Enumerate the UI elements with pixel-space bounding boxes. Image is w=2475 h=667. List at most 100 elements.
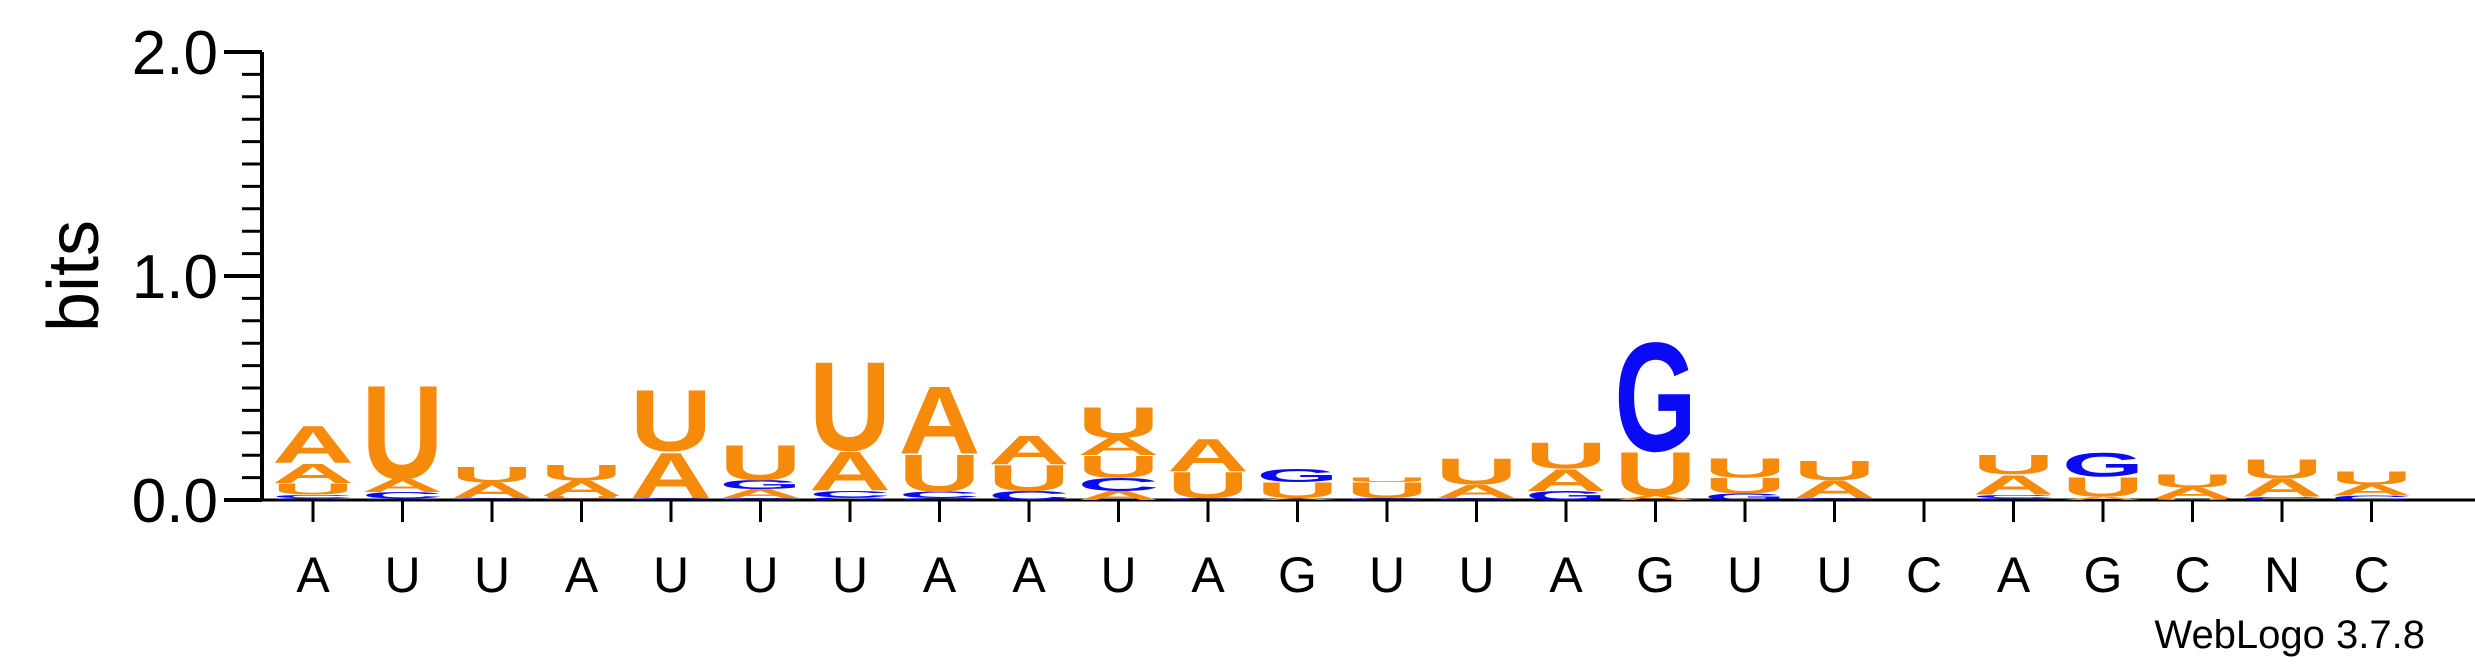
logo-letter-C: C xyxy=(809,489,891,499)
logo-letter-A: A xyxy=(2152,485,2234,502)
logo-letter-C: C xyxy=(899,490,981,500)
logo-letter-U: U xyxy=(2152,471,2234,492)
logo-letter-G: G xyxy=(809,497,891,501)
logo-letter-A: A xyxy=(272,415,354,474)
logo-letter-G: G xyxy=(272,497,354,500)
x-tick-label: U xyxy=(742,547,778,603)
logo-letter-U: U xyxy=(988,457,1070,499)
x-tick-label: U xyxy=(653,547,689,603)
logo-letter-G: G xyxy=(1525,489,1607,503)
x-tick-label: N xyxy=(2264,547,2300,603)
logo-letter-U: U xyxy=(1346,477,1428,484)
logo-letter-A: A xyxy=(2062,496,2144,501)
x-tick-label: U xyxy=(384,547,420,603)
logo-letter-U: U xyxy=(272,481,354,498)
logo-letter-C: C xyxy=(1794,497,1876,500)
logo-letter-A: A xyxy=(1794,476,1876,504)
x-tick-label: A xyxy=(1997,547,2031,603)
logo-letter-U: U xyxy=(1078,398,1160,447)
logo-letter-U: U xyxy=(362,359,444,508)
y-tick-label: 0.0 xyxy=(132,467,218,536)
logo-letter-U: U xyxy=(1525,435,1607,477)
x-tick-label: C xyxy=(2353,547,2389,603)
logo-letter-C: C xyxy=(2331,494,2413,501)
logo-letter-G: G xyxy=(362,498,444,500)
logo-letter-U: U xyxy=(2062,471,2144,502)
y-tick-label: 1.0 xyxy=(132,243,218,312)
x-tick-label: A xyxy=(565,547,599,603)
logo-letter-C: C xyxy=(1973,497,2055,500)
logo-letter-G: G xyxy=(1704,492,1786,502)
y-axis-label: bits xyxy=(34,220,114,332)
logo-letter-U: U xyxy=(1436,450,1518,492)
x-tick-label: U xyxy=(1100,547,1136,603)
logo-letter-C: C xyxy=(451,498,533,501)
weblogo-credit: WebLogo 3.7.8 xyxy=(2154,613,2425,657)
logo-letter-G: G xyxy=(1436,497,1518,500)
logo-letter-G: G xyxy=(2062,445,2144,483)
logo-letter-G: G xyxy=(1167,497,1249,500)
logo-letter-A: A xyxy=(720,487,802,501)
logo-letter-A: A xyxy=(272,458,354,489)
logo-letter-A: A xyxy=(899,367,981,474)
x-tick-label: C xyxy=(1906,547,1942,603)
logo-letter-A: A xyxy=(1436,481,1518,502)
logo-letter-A: A xyxy=(362,475,444,496)
logo-letter-U: U xyxy=(1794,454,1876,485)
logo-letter-A: A xyxy=(630,439,712,512)
x-tick-label: U xyxy=(1458,547,1494,603)
logo-letter-A: A xyxy=(1078,489,1160,503)
logo-letter-A: A xyxy=(2241,475,2323,503)
logo-letter-U: U xyxy=(1704,452,1786,483)
logo-letter-C: C xyxy=(899,498,981,501)
x-tick-label: A xyxy=(1549,547,1583,603)
logo-letter-A: A xyxy=(451,479,533,503)
x-tick-label: C xyxy=(2174,547,2210,603)
logo-letter-C: C xyxy=(1078,474,1160,495)
logo-letter-U: U xyxy=(2152,498,2234,500)
logo-letter-C: C xyxy=(2241,496,2323,501)
logo-letter-C: C xyxy=(630,497,712,500)
logo-letter-G: G xyxy=(720,497,802,500)
x-tick-label: G xyxy=(1636,547,1675,603)
logo-letter-G: G xyxy=(1257,465,1339,486)
y-tick-label: 2.0 xyxy=(132,19,218,88)
logo-letter-C: C xyxy=(272,494,354,499)
logo-letter-U: U xyxy=(1704,474,1786,498)
logo-letter-G: G xyxy=(1346,497,1428,500)
x-tick-label: U xyxy=(474,547,510,603)
logo-letter-A: A xyxy=(1615,494,1697,501)
logo-letter-A: A xyxy=(1973,469,2055,500)
logo-letter-U: U xyxy=(1346,478,1428,502)
x-tick-label: A xyxy=(923,547,957,603)
x-tick-label: A xyxy=(1012,547,1046,603)
x-tick-label: U xyxy=(1727,547,1763,603)
logo-letter-C: C xyxy=(541,498,623,500)
logo-letter-G: G xyxy=(720,478,802,492)
logo-letter-U: U xyxy=(899,444,981,503)
logo-letter-C: C xyxy=(988,489,1070,503)
logo-letter-A: A xyxy=(1167,429,1249,481)
x-tick-label: U xyxy=(1369,547,1405,603)
logo-letter-A: A xyxy=(541,477,623,501)
logo-letter-U: U xyxy=(809,335,891,478)
logo-letter-U: U xyxy=(541,495,623,499)
logo-letter-C: C xyxy=(362,490,444,500)
logo-letter-U: U xyxy=(1615,440,1697,509)
logo-letter-U: U xyxy=(720,435,802,491)
logo-letter-U: U xyxy=(1257,478,1339,502)
logo-letter-U: U xyxy=(1973,449,2055,480)
x-tick-label: A xyxy=(296,547,330,603)
logo-letter-A: A xyxy=(988,428,1070,473)
logo-letter-U: U xyxy=(1078,450,1160,485)
logo-letter-G: G xyxy=(1615,311,1697,484)
x-tick-label: U xyxy=(832,547,868,603)
logo-letter-U: U xyxy=(451,463,533,487)
logo-letter-U: U xyxy=(2331,468,2413,489)
x-tick-label: G xyxy=(1278,547,1317,603)
x-tick-label: U xyxy=(1816,547,1852,603)
axes: 0.0 1.0 2.0 xyxy=(132,19,2475,536)
